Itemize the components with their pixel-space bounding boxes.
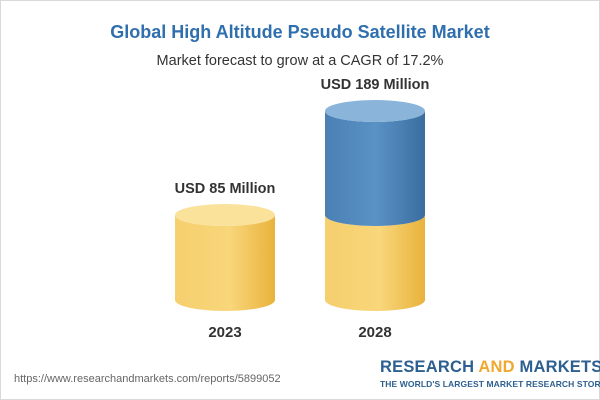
- chart-subtitle: Market forecast to grow at a CAGR of 17.…: [156, 53, 444, 69]
- brand-name: RESEARCH AND MARKETS: [380, 358, 600, 377]
- bar-2028-top: [325, 100, 425, 122]
- bar-2028-growth: [325, 111, 425, 226]
- bar-2023-top: [175, 204, 275, 226]
- brand-tagline: THE WORLD'S LARGEST MARKET RESEARCH STOR…: [380, 379, 600, 389]
- category-label-2028: 2028: [358, 324, 391, 341]
- brand-name-part1: RESEARCH: [380, 358, 479, 376]
- brand-name-part3: MARKETS: [514, 358, 600, 376]
- brand-name-part2: AND: [478, 358, 515, 376]
- source-url[interactable]: https://www.researchandmarkets.com/repor…: [14, 373, 281, 385]
- chart-title: Global High Altitude Pseudo Satellite Ma…: [110, 22, 490, 42]
- data-label-2028: USD 189 Million: [321, 77, 430, 93]
- category-label-2023: 2023: [208, 324, 241, 341]
- data-label-2023: USD 85 Million: [175, 181, 276, 197]
- bar-2023-base: [175, 215, 275, 311]
- brand-logo: RESEARCH AND MARKETS THE WORLD'S LARGEST…: [380, 358, 600, 389]
- bar-2028-base: [325, 215, 425, 311]
